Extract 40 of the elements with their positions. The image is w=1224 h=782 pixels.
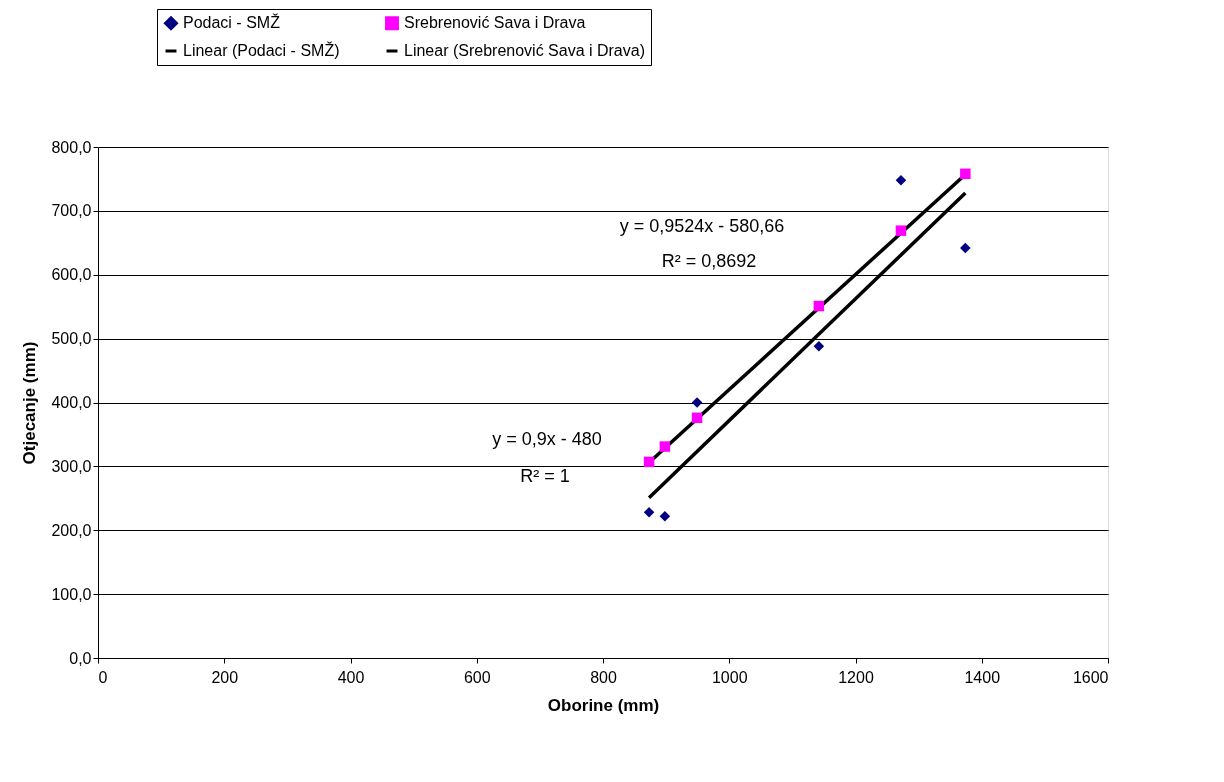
y-tick-label: 100,0 (51, 585, 92, 603)
y-tick-label: 0,0 (69, 649, 92, 667)
annotation: y = 0,9x - 480 (492, 429, 602, 449)
point (643, 456, 655, 468)
point (643, 507, 655, 518)
point (895, 225, 907, 236)
y-tick-label: 400,0 (51, 394, 92, 411)
x-tick-label: 1200 (838, 668, 874, 686)
x-tick-label: 800 (590, 668, 617, 686)
y-tick-label: 800,0 (51, 138, 92, 156)
point (659, 441, 671, 452)
point (960, 168, 971, 180)
legend-label: Srebrenović Sava i Drava (404, 14, 586, 32)
x-tick-label: 600 (463, 668, 491, 686)
y-tick-label: 200,0 (51, 521, 92, 539)
annotation: y = 0,9524x - 580,66 (619, 216, 785, 236)
x-axis-title: Oborine (mm) (547, 695, 660, 715)
x-tick-label: 0 (98, 668, 108, 686)
x-tick-label: 1400 (964, 668, 1001, 686)
y-tick-label: 500,0 (51, 330, 92, 348)
point (691, 397, 703, 408)
y-tick-label: 300,0 (51, 457, 92, 475)
point (895, 174, 907, 186)
x-tick-label: 1600 (1072, 668, 1109, 686)
y-tick-label: 700,0 (51, 202, 92, 220)
x-tick-label: 400 (337, 668, 365, 686)
point (960, 242, 971, 254)
point (659, 510, 671, 522)
y-tick-label: 600,0 (51, 266, 92, 284)
point (813, 341, 825, 352)
x-tick-label: 200 (211, 668, 239, 686)
legend-label: Linear (Podaci - SMŽ) (183, 41, 340, 59)
x-tick-label: 1000 (711, 668, 748, 686)
annotation: R² = 1 (520, 466, 570, 486)
y-axis-title: Otjecanje (mm) (20, 341, 40, 465)
annotation: R² = 0,8692 (661, 251, 757, 271)
point (813, 300, 825, 312)
legend-label: Podaci - SMŽ (183, 13, 281, 32)
legend-label: Linear (Srebrenović Sava i Drava) (404, 42, 645, 59)
point (691, 412, 703, 424)
